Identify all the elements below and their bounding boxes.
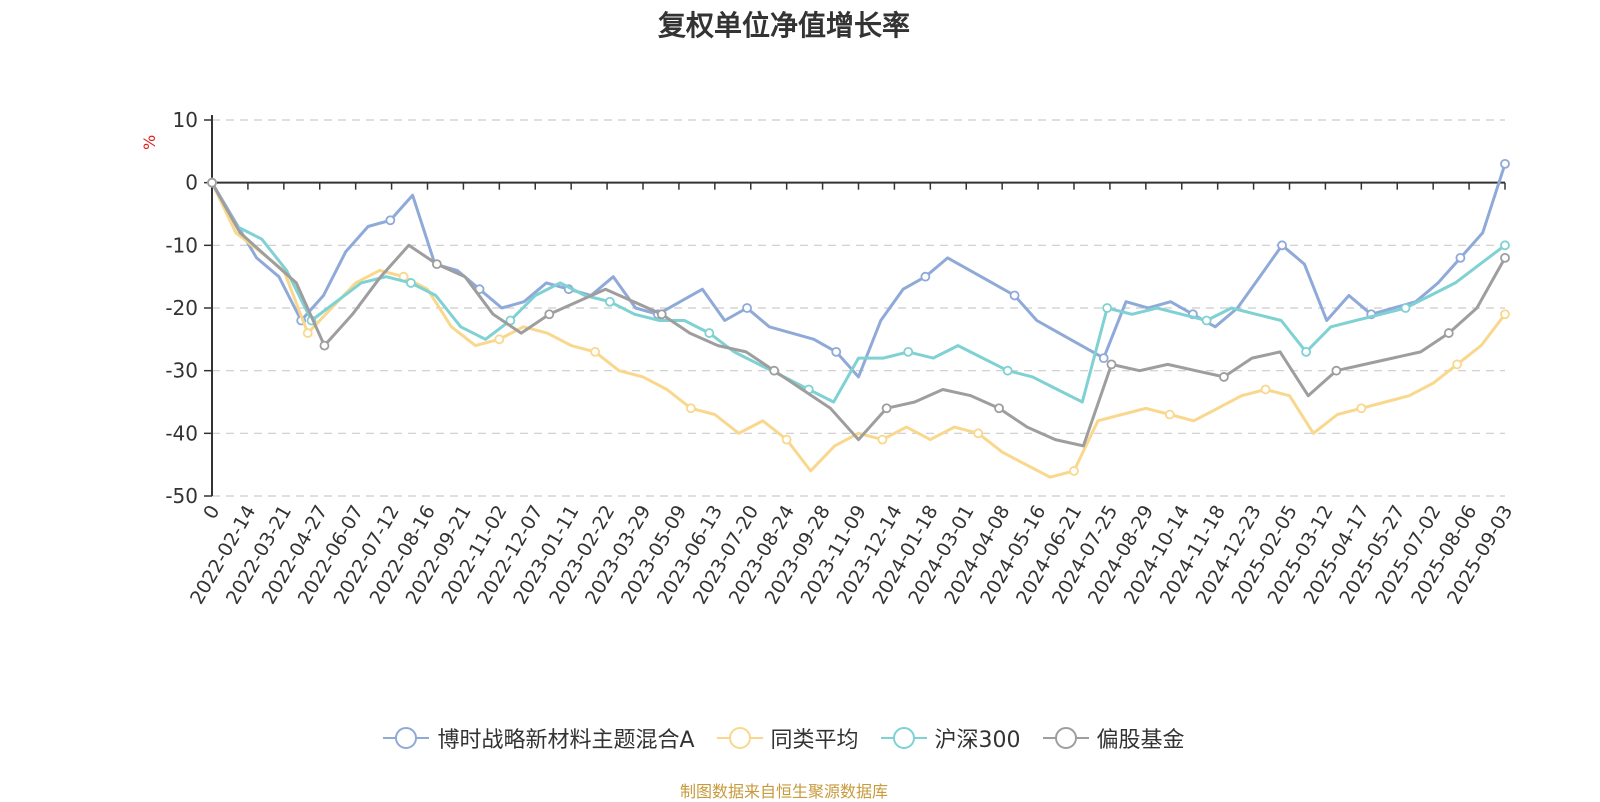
legend: 博时战略新材料主题混合A 同类平均 沪深300 偏股基金 [0, 722, 1568, 754]
legend-label: 偏股基金 [1096, 728, 1185, 753]
data-point [604, 296, 615, 307]
data-point [1500, 158, 1510, 169]
data-point [1009, 290, 1020, 301]
data-point [385, 215, 396, 226]
data-point [1106, 359, 1117, 370]
data-point [1102, 303, 1113, 313]
data-point [494, 334, 505, 345]
data-point [406, 278, 416, 288]
data-point [544, 309, 555, 320]
data-point [1400, 303, 1411, 313]
data-point [877, 434, 888, 445]
data-point [302, 328, 313, 338]
data-point [994, 403, 1004, 414]
data-point [881, 403, 892, 414]
data-point [1452, 359, 1463, 370]
data-point [685, 403, 696, 414]
legend-item-1[interactable]: 博时战略新材料主题混合A [383, 722, 695, 754]
legend-item-3[interactable]: 沪深300 [880, 722, 1021, 754]
data-point [704, 328, 715, 338]
series-line-4 [210, 181, 1507, 448]
data-point [207, 177, 217, 188]
legend-marker-icon [716, 727, 763, 749]
data-point [1219, 372, 1229, 382]
data-point [903, 346, 914, 357]
y-tick-label: -30 [165, 359, 198, 383]
line-chart: 100-10-20-30-40-5002022-02-142022-03-212… [165, 108, 1517, 608]
series-line-1 [210, 163, 1507, 379]
data-point [319, 340, 330, 351]
data-point [1201, 315, 1212, 326]
data-point [769, 365, 780, 376]
legend-label: 同类平均 [770, 728, 859, 753]
data-point [1331, 365, 1342, 376]
axes [204, 115, 1506, 497]
data-point [1500, 309, 1510, 320]
data-point [1260, 384, 1271, 395]
data-point [781, 434, 792, 445]
y-tick-label: 10 [173, 108, 198, 132]
data-point [1301, 346, 1311, 357]
data-point [973, 428, 984, 439]
legend-label: 博时战略新材料主题混合A [437, 728, 695, 753]
data-point [1500, 240, 1510, 251]
data-point [1277, 240, 1287, 251]
series-line-3 [210, 181, 1506, 404]
legend-label: 沪深300 [934, 728, 1021, 753]
y-tick-label: -10 [165, 233, 198, 257]
tick-labels: 100-10-20-30-40-5002022-02-142022-03-212… [165, 108, 1517, 608]
y-tick-label: -40 [165, 421, 198, 445]
data-point [1455, 252, 1466, 263]
y-tick-label: 0 [185, 171, 198, 195]
data-point [920, 271, 931, 282]
series-lines [207, 158, 1510, 479]
data-point [742, 303, 752, 313]
legend-item-2[interactable]: 同类平均 [716, 722, 859, 754]
legend-marker-icon [383, 727, 430, 749]
data-point [1500, 252, 1510, 263]
y-tick-label: -50 [165, 484, 198, 508]
legend-item-4[interactable]: 偏股基金 [1042, 722, 1185, 754]
data-point [431, 259, 442, 270]
data-point [590, 346, 601, 357]
y-tick-label: -20 [165, 296, 198, 320]
data-point [831, 346, 842, 357]
chart-title: 复权单位净值增长率 [657, 9, 910, 42]
data-point [656, 309, 667, 320]
data-point [1069, 466, 1079, 476]
data-point [1164, 409, 1175, 420]
x-tick-label: 0 [199, 502, 224, 523]
legend-marker-icon [880, 727, 927, 749]
legend-marker-icon [1042, 727, 1089, 749]
source-note: 制图数据来自恒生聚源数据库 [679, 782, 888, 801]
data-point [1002, 365, 1013, 376]
data-point [1443, 328, 1454, 338]
data-point [1098, 353, 1109, 364]
data-point [1356, 403, 1367, 414]
series-line-2 [210, 182, 1507, 479]
